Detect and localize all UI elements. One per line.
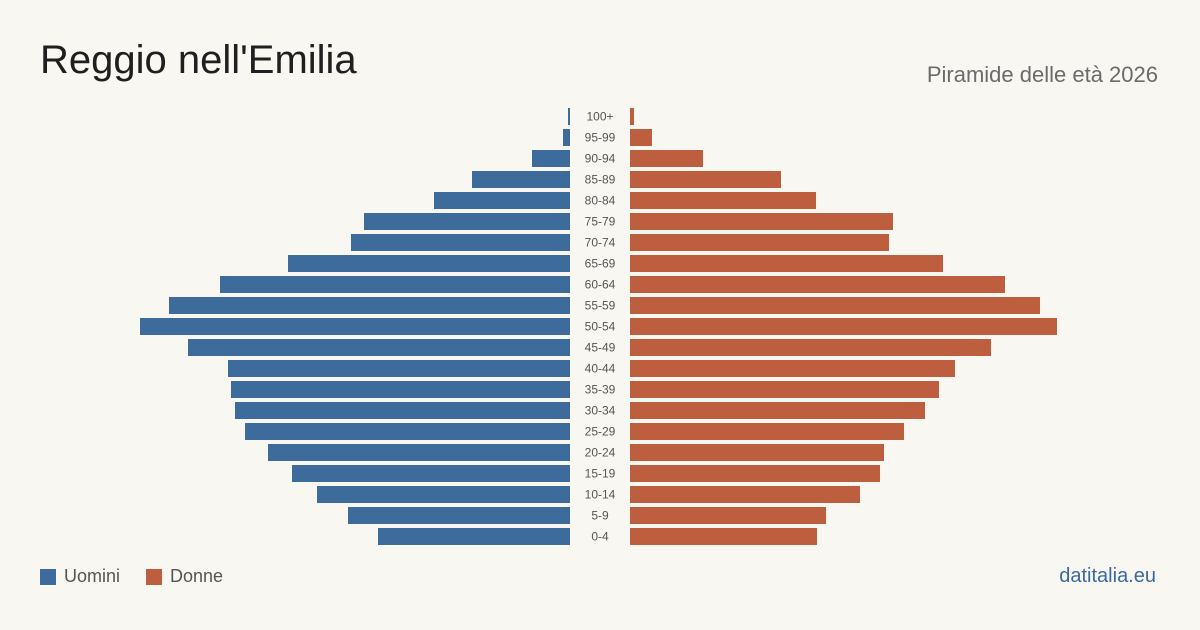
bar-women-100+ [630, 108, 634, 125]
bar-women-20-24 [630, 444, 884, 461]
bar-women-75-79 [630, 213, 893, 230]
bar-men-85-89 [472, 171, 570, 188]
bar-women-10-14 [630, 486, 860, 503]
bar-men-65-69 [288, 255, 570, 272]
bar-women-40-44 [630, 360, 955, 377]
bar-women-65-69 [630, 255, 943, 272]
bar-men-45-49 [188, 339, 570, 356]
bar-men-60-64 [220, 276, 570, 293]
bar-men-95-99 [563, 129, 570, 146]
age-label-30-34: 30-34 [585, 404, 616, 418]
chart-title: Reggio nell'Emilia [40, 38, 357, 82]
bar-women-80-84 [630, 192, 816, 209]
bar-women-30-34 [630, 402, 925, 419]
bar-women-5-9 [630, 507, 826, 524]
bar-women-15-19 [630, 465, 880, 482]
age-label-10-14: 10-14 [585, 488, 616, 502]
age-label-45-49: 45-49 [585, 341, 616, 355]
bar-men-5-9 [348, 507, 570, 524]
bar-women-45-49 [630, 339, 991, 356]
bar-men-75-79 [364, 213, 570, 230]
bar-men-15-19 [292, 465, 570, 482]
bar-men-50-54 [140, 318, 570, 335]
bar-men-0-4 [378, 528, 570, 545]
age-label-95-99: 95-99 [585, 131, 616, 145]
bar-women-25-29 [630, 423, 904, 440]
bar-men-40-44 [228, 360, 570, 377]
age-label-0-4: 0-4 [591, 530, 609, 544]
age-label-55-59: 55-59 [585, 299, 616, 313]
bar-women-35-39 [630, 381, 939, 398]
bar-men-70-74 [351, 234, 570, 251]
bar-men-80-84 [434, 192, 570, 209]
age-label-80-84: 80-84 [585, 194, 616, 208]
legend-swatch-men [40, 568, 56, 585]
bar-men-35-39 [231, 381, 570, 398]
bar-women-55-59 [630, 297, 1040, 314]
bar-men-90-94 [532, 150, 570, 167]
bar-women-70-74 [630, 234, 889, 251]
legend-swatch-women [146, 568, 163, 585]
age-label-40-44: 40-44 [585, 362, 616, 376]
age-label-5-9: 5-9 [591, 509, 609, 523]
age-label-20-24: 20-24 [585, 446, 616, 460]
age-label-100+: 100+ [586, 110, 613, 124]
age-label-50-54: 50-54 [585, 320, 616, 334]
bar-men-10-14 [317, 486, 570, 503]
bar-men-25-29 [245, 423, 570, 440]
bar-women-0-4 [630, 528, 817, 545]
legend-label-women: Donne [170, 566, 224, 586]
bar-women-90-94 [630, 150, 703, 167]
age-label-35-39: 35-39 [585, 383, 616, 397]
bar-men-55-59 [169, 297, 570, 314]
age-label-60-64: 60-64 [585, 278, 616, 292]
age-label-75-79: 75-79 [585, 215, 616, 229]
bar-men-20-24 [268, 444, 570, 461]
age-label-90-94: 90-94 [585, 152, 616, 166]
bar-women-95-99 [630, 129, 652, 146]
bar-women-85-89 [630, 171, 781, 188]
bar-men-100+ [568, 108, 570, 125]
age-label-70-74: 70-74 [585, 236, 616, 250]
legend: Uomini Donne [40, 566, 249, 587]
bar-women-50-54 [630, 318, 1057, 335]
age-label-25-29: 25-29 [585, 425, 616, 439]
legend-item-men: Uomini [40, 566, 120, 587]
age-label-15-19: 15-19 [585, 467, 616, 481]
legend-label-men: Uomini [64, 566, 121, 586]
bar-women-60-64 [630, 276, 1005, 293]
age-label-85-89: 85-89 [585, 173, 616, 187]
source-link[interactable]: datitalia.eu [1059, 565, 1156, 587]
chart-subtitle: Piramide delle età 2026 [926, 62, 1158, 87]
age-label-65-69: 65-69 [585, 257, 616, 271]
bar-men-30-34 [235, 402, 570, 419]
legend-item-women: Donne [146, 566, 223, 587]
